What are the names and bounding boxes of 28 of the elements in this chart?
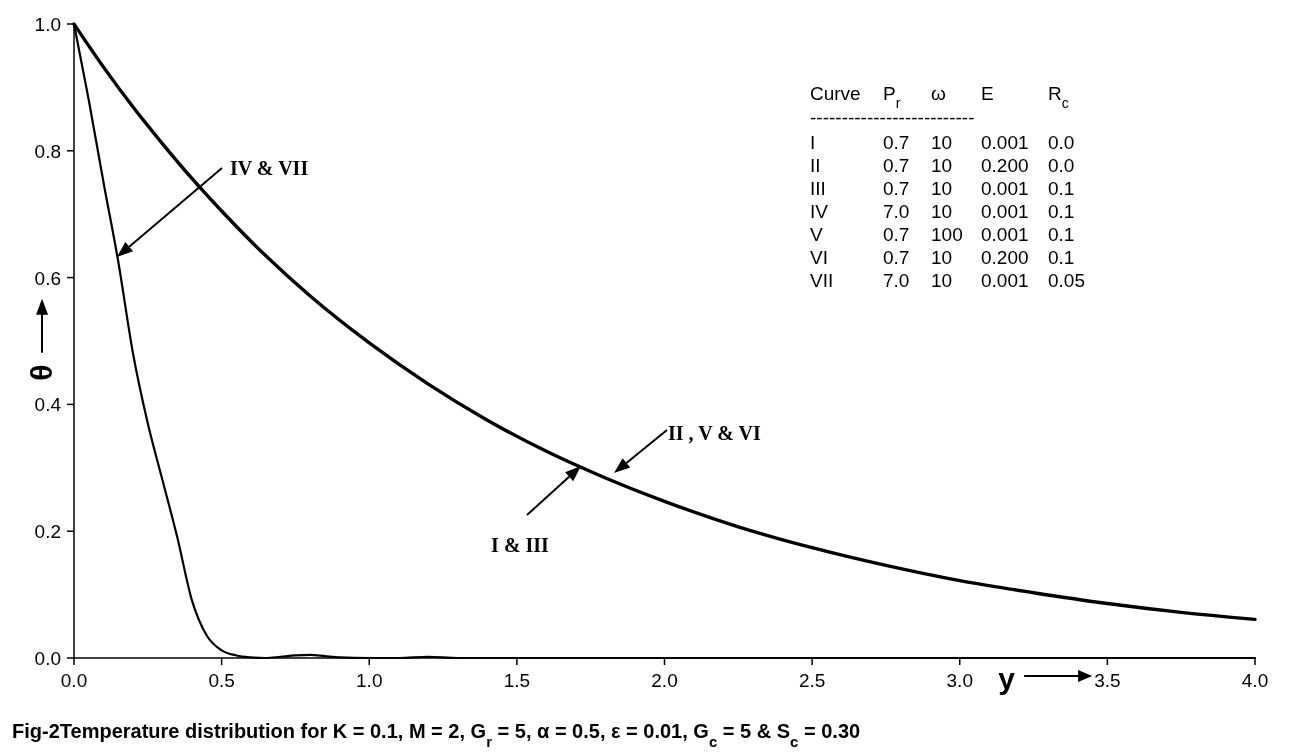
text: Fig-2Temperature distribution for K = 0.1, M = 2, G$_{r}$ = 5, α = 0.5, ε = 0.01, G$_{c}$ = 5 & S$_{c}$ = 0.30 (12, 720, 861, 750)
annotation: II , V & VI (668, 422, 762, 444)
x-tick-label: 0.0 (60, 670, 88, 691)
x-tick-label: 2.5 (798, 670, 826, 691)
text: I 0.7 10 0.001 0.0 (810, 132, 1075, 153)
y-tick-label: 0.0 (34, 648, 61, 669)
x-tick-label: 1.0 (356, 670, 383, 691)
annotation: I & III (491, 534, 550, 556)
x-tick-label: 3.0 (946, 670, 973, 691)
y-tick-label: 0.4 (34, 394, 62, 416)
x-axis-title: y (998, 662, 1016, 695)
text: III 0.7 10 0.001 0.1 (810, 178, 1075, 199)
text: V 0.7 100 0.001 0.1 (810, 224, 1075, 245)
x-tick-label: 1.5 (503, 670, 531, 691)
text: VII 7.0 10 0.001 0.05 (810, 270, 1085, 291)
x-tick-label: 3.5 (1094, 670, 1121, 691)
y-axis-title: θ (25, 364, 58, 381)
x-tick-label: 2.0 (651, 670, 678, 691)
text: IV 7.0 10 0.001 0.1 (810, 201, 1075, 222)
y-tick-label: 0.2 (34, 521, 61, 543)
text: II 0.7 10 0.200 0.0 (810, 155, 1075, 176)
x-tick-label: 0.5 (208, 670, 235, 691)
x-tick-label: 4.0 (1241, 670, 1269, 691)
annotation: IV & VII (230, 157, 309, 179)
y-tick-label: 0.6 (34, 267, 61, 289)
y-tick-label: 1.0 (34, 14, 61, 35)
y-tick-label: 0.8 (34, 140, 61, 162)
text: VI 0.7 10 0.200 0.1 (810, 247, 1075, 268)
